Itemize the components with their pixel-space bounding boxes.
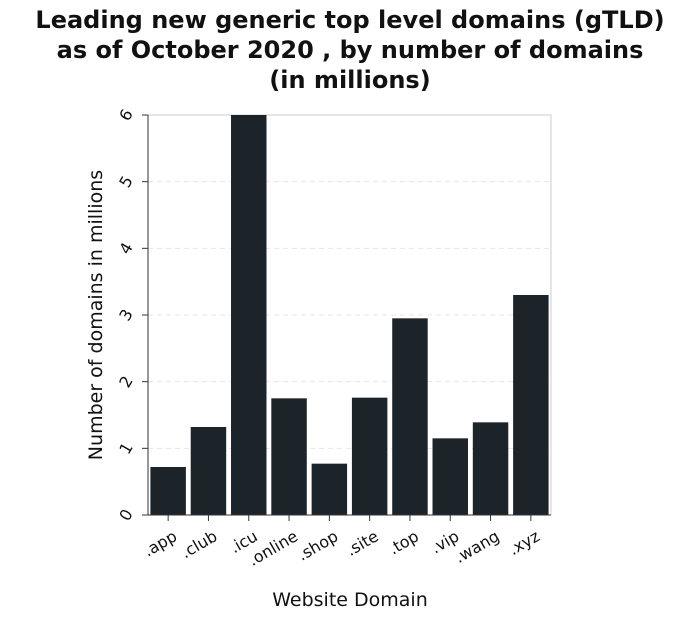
bar-vip — [432, 438, 468, 515]
bar-site — [351, 397, 388, 515]
bars — [150, 115, 549, 515]
bar-xyz — [513, 295, 549, 515]
bar-wang — [472, 422, 509, 515]
bar-online — [271, 398, 307, 515]
y-axis-title: Number of domains in millions — [85, 170, 107, 460]
chart-title-line-2: as of October 2020 , by number of domain… — [57, 36, 644, 64]
chart-title-line-3: (in millions) — [269, 66, 430, 94]
bar-club — [190, 427, 227, 515]
bar-top — [392, 318, 428, 515]
bar-shop — [311, 463, 348, 515]
x-axis-title: Website Domain — [272, 589, 428, 611]
bar-icu — [231, 115, 267, 515]
bar-app — [150, 467, 186, 515]
chart-title-line-1: Leading new generic top level domains (g… — [35, 6, 664, 34]
